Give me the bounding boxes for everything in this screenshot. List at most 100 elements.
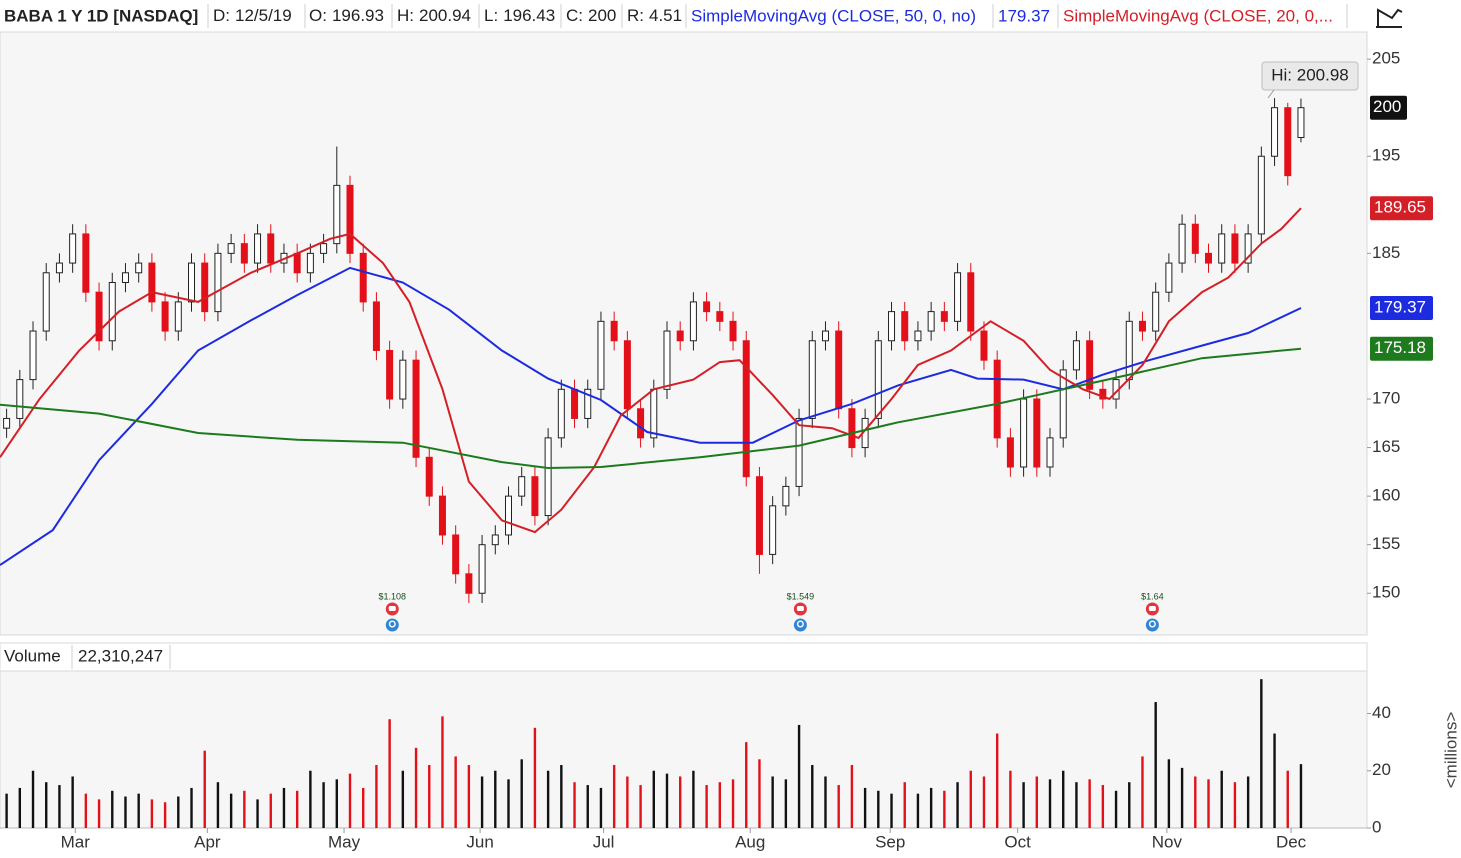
candle-body	[874, 340, 882, 419]
volume-bar	[1299, 764, 1303, 828]
axes: 150 155 160 165 170 185 195 205 0 20 40 Mar Apr May Ju…	[61, 49, 1433, 851]
volume-bar	[1167, 759, 1171, 828]
volume-bar	[467, 765, 471, 828]
volume-bar	[243, 790, 246, 828]
price-plot	[0, 98, 1305, 603]
y-tick-label: 0	[1372, 817, 1381, 836]
moving-average-line	[0, 266, 1302, 566]
annotation-box	[1261, 61, 1359, 91]
high-field: H: 200.94	[397, 6, 471, 25]
value: 196.43	[503, 6, 555, 25]
range-field: R: 4.51	[627, 6, 682, 25]
header-bar	[0, 0, 1461, 32]
candle-body	[597, 320, 605, 390]
x-tick-label: Jul	[593, 832, 615, 851]
label: D:	[213, 6, 230, 25]
label: L:	[484, 6, 498, 25]
volume-bar	[388, 719, 391, 828]
candle-body	[940, 311, 948, 322]
dividend-label: $1.64	[1141, 591, 1164, 601]
candle-body	[782, 485, 790, 507]
volume-bar	[414, 747, 418, 828]
volume-bar	[1273, 733, 1276, 828]
candle-body	[703, 301, 711, 313]
last-value-label: 175.18	[1374, 338, 1426, 357]
candle-body	[1284, 107, 1292, 177]
value: 4.51	[649, 6, 682, 25]
symbol-title: BABA 1 Y 1D [NASDAQ]	[4, 6, 198, 25]
candle-body	[650, 388, 658, 439]
value: 196.93	[332, 6, 384, 25]
candle-body	[412, 359, 420, 458]
candle-body	[1046, 437, 1054, 468]
candle-body	[888, 311, 896, 342]
x-tick-label: Mar	[61, 832, 91, 851]
volume-bar	[203, 750, 206, 828]
candle-body	[95, 291, 103, 342]
candle-body	[240, 243, 248, 264]
button-icon[interactable]	[1377, 8, 1403, 26]
volume-bar	[150, 799, 154, 828]
candle-body	[346, 184, 354, 254]
last-value-box	[1370, 296, 1433, 321]
candle-body	[742, 340, 750, 478]
y-tick-label: 170	[1372, 389, 1400, 408]
volume-bar	[58, 785, 61, 828]
hi-annotation: Hi: 200.98	[1261, 61, 1359, 99]
earnings-icon	[385, 618, 399, 632]
volume-bar	[5, 793, 8, 828]
candle-body	[1297, 107, 1305, 139]
candle-body	[491, 534, 499, 546]
volume-bar	[982, 776, 986, 828]
volume-bar	[441, 716, 444, 828]
volume-bar	[665, 773, 669, 828]
volume-value: 22,310,247	[78, 646, 163, 665]
earnings-icon-glyph	[388, 620, 396, 628]
volume-bar	[1101, 785, 1105, 828]
dividend-label: $1.549	[787, 591, 815, 601]
volume-bar	[1260, 679, 1263, 828]
volume-bar	[599, 787, 603, 828]
candle-body	[729, 320, 737, 342]
label: H:	[397, 6, 414, 25]
y-tick-label: 40	[1372, 703, 1391, 722]
candle-body	[478, 544, 486, 594]
y-tick-label: 205	[1372, 49, 1400, 68]
candle-body	[1205, 252, 1213, 264]
candle-body	[3, 417, 11, 429]
last-price-box	[1370, 95, 1407, 120]
volume-bar	[111, 790, 114, 828]
volume-bar	[520, 759, 523, 828]
volume-bar	[309, 770, 312, 828]
candle-body	[293, 252, 301, 274]
volume-bar	[1154, 702, 1157, 828]
legend-sma20: SimpleMovingAvg (CLOSE, 20, 0,...	[1063, 6, 1333, 25]
volume-bar	[229, 793, 233, 828]
dividend-icon-glyph	[796, 606, 804, 611]
candle-body	[452, 534, 460, 575]
volume-bar	[362, 787, 365, 828]
volume-bar	[1088, 779, 1091, 828]
volume-bar	[137, 793, 140, 828]
volume-bar	[956, 782, 959, 828]
volume-bar	[903, 782, 906, 828]
volume-bar	[177, 796, 180, 828]
volume-bar	[295, 790, 299, 828]
volume-bar	[269, 793, 272, 828]
last-value-box	[1370, 196, 1433, 221]
chart-style-button[interactable]	[1368, 2, 1410, 30]
candle-body	[69, 233, 77, 264]
candle-body	[386, 349, 394, 400]
candle-body	[359, 252, 367, 303]
last-value-label: 179.37	[1374, 298, 1426, 317]
volume-bar	[943, 790, 946, 828]
volume-header	[0, 642, 1368, 672]
moving-average-line	[0, 347, 1302, 470]
volume-bar	[995, 733, 999, 828]
candle-body	[1271, 107, 1279, 157]
volume-bar	[190, 787, 193, 828]
volume-bar	[652, 770, 655, 828]
moving-average-line	[0, 207, 1302, 534]
volume-bar	[45, 782, 48, 828]
volume-bar	[626, 776, 629, 828]
